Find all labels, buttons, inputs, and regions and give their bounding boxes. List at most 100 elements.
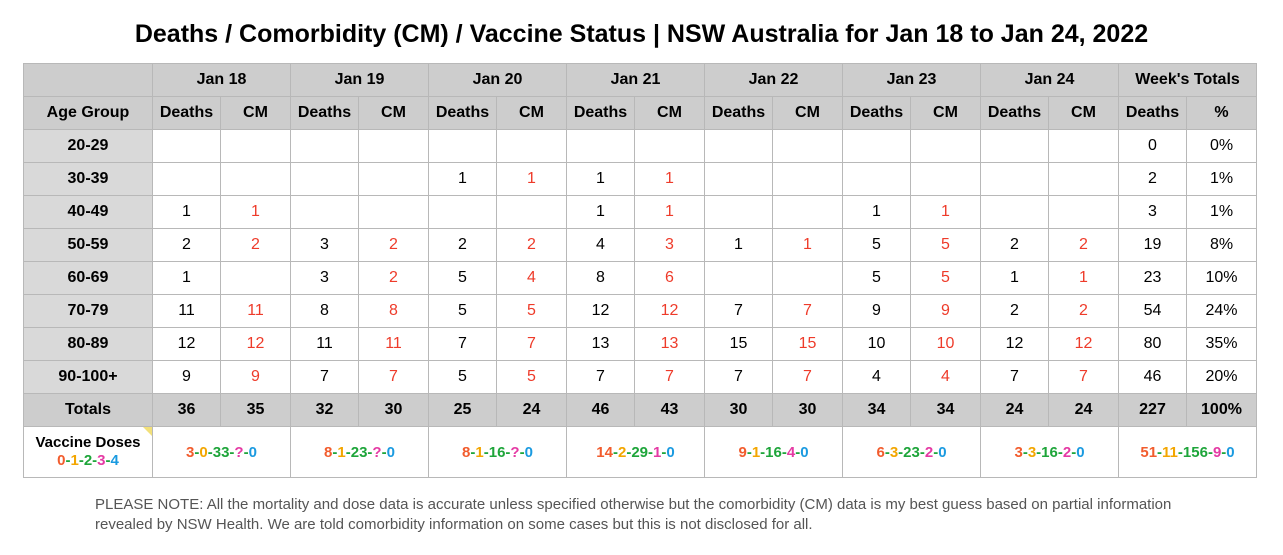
date-header-row: Jan 18 Jan 19 Jan 20 Jan 21 Jan 22 Jan 23 Jan … [23,63,1257,97]
week-deaths-cell: 2 [1118,162,1187,196]
vaccine-doses-label: Vaccine Doses [35,434,141,451]
cm-cell: 5 [910,261,981,295]
dose-2-count: 23 [903,443,920,461]
deaths-cell: 2 [152,228,221,262]
dose-separator: - [105,452,111,469]
dose-2-count: 2 [83,452,93,469]
total-cell: 34 [842,393,911,427]
date-header: Jan 24 [980,63,1119,97]
dose-separator: - [919,443,925,461]
deaths-cell [842,162,911,196]
week-pct-cell: 20% [1186,360,1257,394]
table-row: 30-39 1 1 1 1 2 1% [23,162,1257,196]
cm-cell: 7 [1048,360,1119,394]
cm-cell: 8 [358,294,429,328]
totals-label: Totals [23,393,153,427]
cm-cell: 3 [634,228,705,262]
cm-header: CM [1048,96,1119,130]
cm-cell: 5 [496,294,567,328]
cm-cell: 12 [1048,327,1119,361]
deaths-table: Jan 18 Jan 19 Jan 20 Jan 21 Jan 22 Jan 23 Jan … [23,63,1257,478]
deaths-cell [842,129,911,163]
deaths-cell: 12 [152,327,221,361]
age-group-cell: 50-59 [23,228,153,262]
dose-0-count: 6 [876,443,885,461]
age-group-cell: 20-29 [23,129,153,163]
dose-separator: - [381,443,387,461]
dose-separator: - [884,443,890,461]
dose-separator: - [898,443,904,461]
dose-1-count: 1 [70,452,79,469]
dose-1-count: 1 [751,443,761,461]
cm-cell [1048,129,1119,163]
week-pct-cell: 8% [1186,228,1257,262]
dose-separator: - [933,443,939,461]
dose-separator: - [367,443,373,461]
dose-separator: - [92,452,98,469]
table-row: 90-100+ 9 9 7 7 5 5 7 7 7 7 4 4 7 7 46 20% [23,360,1257,394]
week-total-deaths: 227 [1118,393,1187,427]
total-cell: 32 [290,393,359,427]
deaths-cell [428,195,497,229]
deaths-cell [980,129,1049,163]
total-cell: 43 [634,393,705,427]
dose-0-count: 3 [186,443,195,461]
dose-separator: - [648,443,654,461]
totals-row: Totals 36 35 32 30 25 24 46 43 30 30 34 34 24 24 227 100… [23,393,1257,427]
column-header-row: Age Group Deaths CM Deaths CM Deaths CM Deaths C… [23,96,1257,130]
deaths-cell: 7 [704,294,773,328]
week-pct-cell: 24% [1186,294,1257,328]
week-deaths-cell: 46 [1118,360,1187,394]
cm-header: CM [910,96,981,130]
deaths-cell [566,129,635,163]
deaths-cell: 1 [566,195,635,229]
cm-cell: 13 [634,327,705,361]
vaccine-doses-cell: 8-1-16-?-0 [428,426,567,478]
dose-4-count: 4 [110,452,119,469]
page-title: Deaths / Comorbidity (CM) / Vaccine Stat… [134,20,1149,48]
total-cell: 35 [220,393,291,427]
cm-cell [358,129,429,163]
deaths-cell: 5 [428,261,497,295]
date-header: Jan 23 [842,63,981,97]
vaccine-doses-cell: 3-3-16-2-0 [980,426,1119,478]
dose-0-count: 0 [57,452,66,469]
table-row: 40-49 1 1 1 1 1 1 3 1% [23,195,1257,229]
deaths-cell [290,162,359,196]
dose-separator: - [65,452,71,469]
cm-cell: 11 [358,327,429,361]
deaths-header: Deaths [842,96,911,130]
cm-cell [220,162,291,196]
cm-cell: 5 [910,228,981,262]
table-row: 70-79 11 11 8 8 5 5 12 12 7 7 9 9 2 2 54 24% [23,294,1257,328]
week-pct-cell: 35% [1186,327,1257,361]
deaths-cell: 10 [842,327,911,361]
date-header: Jan 18 [152,63,291,97]
deaths-cell: 11 [290,327,359,361]
deaths-cell [980,195,1049,229]
cm-cell: 7 [358,360,429,394]
week-pct-cell: 0% [1186,129,1257,163]
total-cell: 30 [704,393,773,427]
dose-2-count: 23 [350,443,368,461]
deaths-cell: 11 [152,294,221,328]
cm-cell: 1 [910,195,981,229]
cm-cell: 1 [220,195,291,229]
age-group-cell: 80-89 [23,327,153,361]
dose-legend: 0-1-2-3-4 [24,452,152,470]
cm-cell: 12 [634,294,705,328]
age-group-cell: 40-49 [23,195,153,229]
dose-4-count: 0 [1076,443,1085,461]
cm-cell: 5 [496,360,567,394]
vaccine-doses-cell: 3-0-33-?-0 [152,426,291,478]
deaths-cell: 7 [290,360,359,394]
age-group-header: Age Group [23,96,153,130]
total-cell: 24 [980,393,1049,427]
dose-separator: - [1221,443,1227,461]
dose-separator: - [243,443,249,461]
dose-4-count: 0 [386,443,395,461]
dose-separator: - [781,443,787,461]
deaths-cell: 5 [842,261,911,295]
date-header: Jan 19 [290,63,429,97]
cm-cell [910,162,981,196]
